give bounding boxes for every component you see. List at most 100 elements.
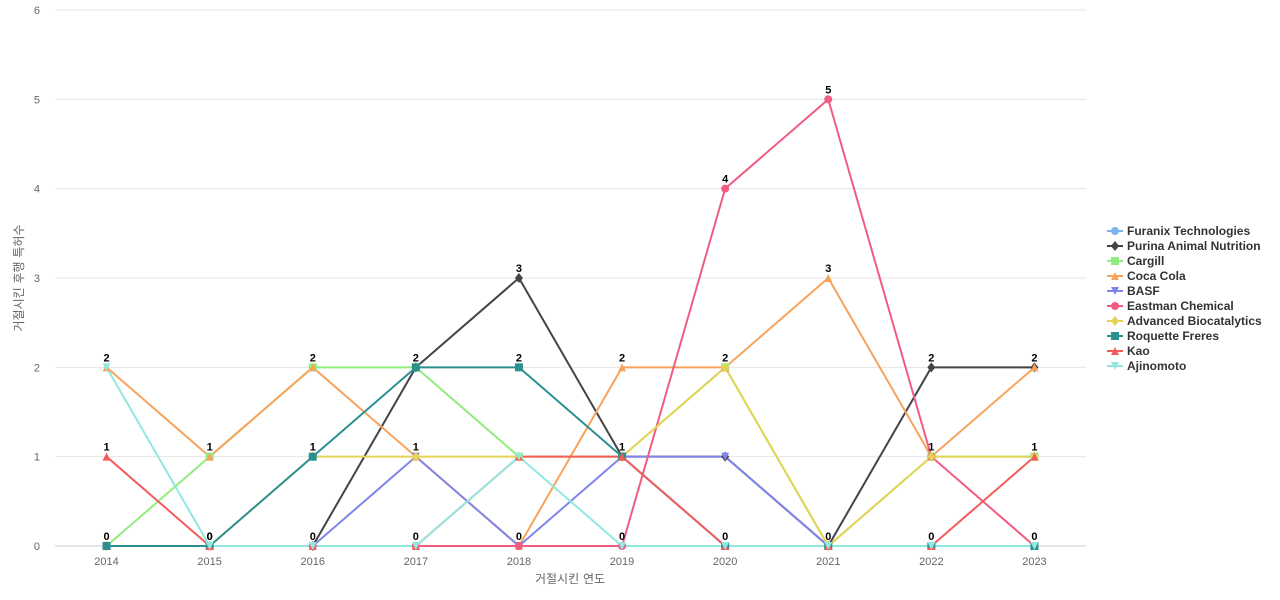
data-point[interactable] xyxy=(721,184,730,193)
data-label: 0 xyxy=(103,531,109,543)
data-point[interactable] xyxy=(1030,363,1039,372)
data-label: 0 xyxy=(1031,531,1037,543)
data-point[interactable] xyxy=(514,273,523,283)
data-point[interactable] xyxy=(824,542,833,550)
legend-marker[interactable] xyxy=(1111,272,1119,280)
y-tick-label: 1 xyxy=(34,452,40,464)
data-label: 2 xyxy=(310,352,316,364)
legend-marker[interactable] xyxy=(1111,257,1119,265)
x-tick-label: 2018 xyxy=(507,556,531,568)
data-label: 1 xyxy=(103,442,109,454)
data-label: 1 xyxy=(207,442,213,454)
data-point[interactable] xyxy=(721,452,730,461)
data-point[interactable] xyxy=(927,362,936,373)
legend-marker[interactable] xyxy=(1111,362,1119,370)
data-label: 0 xyxy=(928,531,934,543)
data-label: 0 xyxy=(516,531,522,543)
legend-item[interactable]: Roquette Freres xyxy=(1107,329,1219,343)
data-point[interactable] xyxy=(205,542,214,550)
data-point[interactable] xyxy=(308,542,317,550)
data-point[interactable] xyxy=(824,274,833,282)
legend-label: Coca Cola xyxy=(1127,269,1186,283)
legend-item[interactable]: Advanced Biocatalytics xyxy=(1107,314,1262,328)
data-point[interactable] xyxy=(721,362,730,373)
data-label: 1 xyxy=(928,442,934,454)
legend-marker[interactable] xyxy=(1111,287,1119,295)
legend-item[interactable]: Furanix Technologies xyxy=(1107,224,1250,238)
data-label: 2 xyxy=(103,352,109,364)
data-label: 1 xyxy=(1031,442,1037,454)
y-axis-ticks: 0 1 2 3 4 5 6 xyxy=(34,5,40,553)
data-point[interactable] xyxy=(1030,542,1039,550)
data-point[interactable] xyxy=(721,542,730,550)
legend-marker[interactable] xyxy=(1111,227,1119,235)
legend-marker[interactable] xyxy=(1111,241,1119,251)
legend-label: Furanix Technologies xyxy=(1127,224,1250,238)
x-tick-label: 2014 xyxy=(94,556,118,568)
legend-item[interactable]: Ajinomoto xyxy=(1107,359,1186,373)
data-point[interactable] xyxy=(102,452,111,461)
data-point[interactable] xyxy=(205,452,214,461)
y-tick-label: 2 xyxy=(34,362,40,374)
y-tick-label: 6 xyxy=(34,5,40,17)
legend-label: Eastman Chemical xyxy=(1127,299,1234,313)
data-point[interactable] xyxy=(411,542,420,550)
data-label: 3 xyxy=(516,263,522,275)
legend-marker[interactable] xyxy=(1111,316,1119,326)
legend-item[interactable]: Kao xyxy=(1107,344,1150,358)
data-point[interactable] xyxy=(618,452,627,461)
legend-label: Ajinomoto xyxy=(1127,359,1186,373)
data-label: 4 xyxy=(722,174,729,186)
legend-item[interactable]: Purina Animal Nutrition xyxy=(1107,239,1261,253)
data-point[interactable] xyxy=(102,542,111,550)
series-lines xyxy=(105,98,1036,547)
data-label: 0 xyxy=(722,531,728,543)
x-axis-ticks: 2014 2015 2016 2017 2018 2019 2020 2021 2022 2023 xyxy=(94,556,1046,568)
legend-marker[interactable] xyxy=(1111,302,1119,310)
x-tick-label: 2022 xyxy=(919,556,943,568)
data-label: 5 xyxy=(825,84,831,96)
legend-label: Purina Animal Nutrition xyxy=(1127,239,1261,253)
data-point[interactable] xyxy=(514,542,523,550)
data-label: 0 xyxy=(413,531,419,543)
legend-item[interactable]: BASF xyxy=(1107,284,1160,298)
data-point[interactable] xyxy=(1030,452,1039,461)
data-label: 3 xyxy=(825,263,831,275)
x-tick-label: 2017 xyxy=(404,556,428,568)
data-label: 2 xyxy=(722,352,728,364)
data-point[interactable] xyxy=(618,363,627,372)
data-point[interactable] xyxy=(514,452,523,461)
series-line-9[interactable] xyxy=(105,366,1036,547)
data-point[interactable] xyxy=(411,451,420,462)
legend-item[interactable]: Cargill xyxy=(1107,254,1164,268)
data-label: 2 xyxy=(516,352,522,364)
data-label: 1 xyxy=(310,442,316,454)
data-label: 1 xyxy=(619,442,625,454)
data-point[interactable] xyxy=(102,363,111,372)
y-tick-label: 4 xyxy=(34,184,40,196)
x-tick-label: 2023 xyxy=(1022,556,1046,568)
series-line-5[interactable] xyxy=(105,98,1036,547)
data-label: 0 xyxy=(619,531,625,543)
y-axis-title: 거절시킨 후행 특허수 xyxy=(11,225,26,332)
data-point[interactable] xyxy=(308,363,317,372)
legend-marker[interactable] xyxy=(1111,347,1119,355)
data-point[interactable] xyxy=(824,95,833,104)
legend-marker[interactable] xyxy=(1111,332,1119,340)
data-point[interactable] xyxy=(411,363,420,372)
data-label: 2 xyxy=(619,352,625,364)
data-label: 0 xyxy=(207,531,213,543)
data-label: 0 xyxy=(310,531,316,543)
data-point[interactable] xyxy=(618,542,627,550)
legend-item[interactable]: Eastman Chemical xyxy=(1107,299,1234,313)
data-point[interactable] xyxy=(308,452,317,461)
legend-label: BASF xyxy=(1127,284,1160,298)
data-point[interactable] xyxy=(514,363,523,372)
data-point[interactable] xyxy=(927,542,936,550)
legend-item[interactable]: Coca Cola xyxy=(1107,269,1186,283)
legend-label: Advanced Biocatalytics xyxy=(1127,314,1262,328)
data-point[interactable] xyxy=(927,451,936,462)
